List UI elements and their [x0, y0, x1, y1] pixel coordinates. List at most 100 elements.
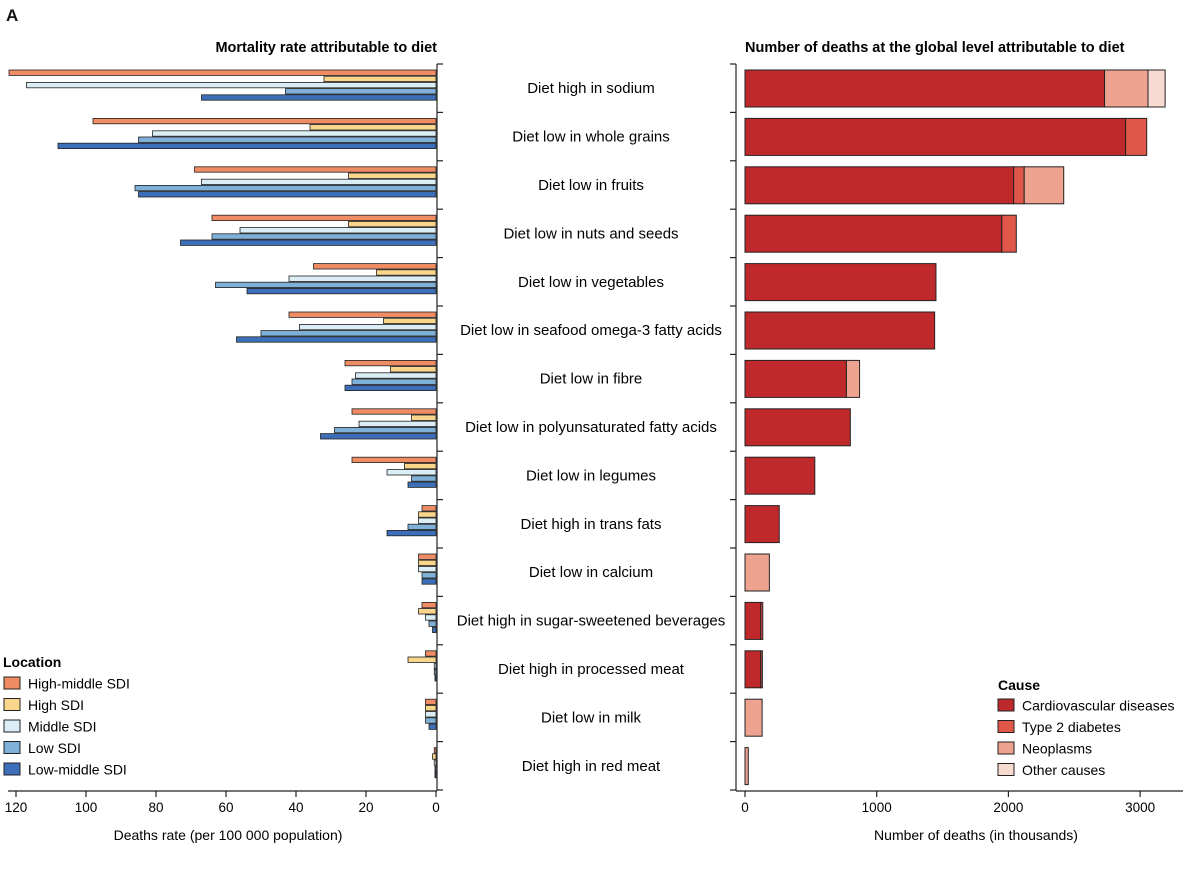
right-bar-segment: [1001, 214, 1017, 253]
left-bar: [211, 233, 437, 240]
left-bar: [309, 124, 437, 131]
legend-swatch: [3, 762, 21, 776]
category-label: Diet high in processed meat: [498, 661, 685, 678]
left-bar: [8, 69, 437, 76]
left-bar: [432, 753, 437, 760]
right-bar-segment: [744, 408, 851, 447]
right-bar-segment: [1147, 69, 1166, 108]
panel-letter: A: [6, 6, 19, 25]
left-bar: [376, 269, 437, 276]
left-bar: [288, 311, 437, 318]
left-bar: [418, 517, 437, 524]
right-axes: 0 1000 2000 3000: [730, 63, 1183, 815]
right-bars: [744, 69, 1166, 786]
legend-swatch: [3, 719, 21, 733]
left-bar: [351, 408, 437, 415]
left-bar: [92, 118, 437, 125]
left-bar: [138, 136, 437, 143]
left-bar: [180, 239, 437, 246]
left-bar: [390, 366, 437, 373]
left-x-tick-label: 60: [218, 800, 233, 815]
category-label: Diet high in sugar-sweetened beverages: [457, 613, 726, 630]
left-bar: [57, 142, 437, 149]
category-label: Diet low in whole grains: [512, 129, 670, 146]
left-x-tick-label: 0: [432, 800, 440, 815]
left-bar: [404, 462, 437, 470]
left-bar: [434, 765, 437, 773]
left-bar: [432, 626, 437, 634]
category-label: Diet low in fruits: [538, 177, 644, 194]
left-bar: [425, 698, 437, 706]
left-bar: [26, 82, 437, 89]
legend-swatch: [997, 741, 1015, 755]
left-bar: [355, 372, 437, 379]
left-bar: [425, 711, 437, 718]
right-bar-segment: [1125, 117, 1148, 156]
left-bar: [201, 94, 437, 101]
left-bar: [418, 511, 437, 518]
left-bar: [425, 614, 437, 621]
category-label: Diet low in milk: [541, 709, 642, 726]
left-bar: [358, 420, 437, 428]
right-bar-segment: [744, 601, 762, 640]
category-label: Diet high in red meat: [522, 758, 661, 775]
left-bar: [215, 281, 437, 289]
legend-label: Cardiovascular diseases: [1022, 698, 1175, 714]
legend-swatch: [3, 698, 21, 711]
legend-label: High SDI: [28, 697, 84, 713]
legend-swatch: [997, 763, 1015, 776]
left-bar: [138, 191, 437, 198]
right-x-tick-label: 3000: [1125, 800, 1155, 815]
legend-swatch: [3, 676, 21, 690]
left-bar: [421, 602, 437, 609]
left-bar: [421, 505, 437, 512]
right-bar-segment: [744, 166, 1015, 205]
category-label: Diet low in polyunsaturated fatty acids: [465, 419, 717, 436]
left-bar: [285, 88, 437, 95]
right-bar-segment: [1023, 166, 1065, 205]
right-bar-segment: [744, 698, 763, 737]
left-bar: [383, 317, 437, 325]
right-bar-segment: [1013, 166, 1025, 205]
right-bar-segment: [744, 69, 1106, 108]
left-bar: [134, 184, 437, 192]
right-bar-segment: [744, 747, 749, 786]
category-label: Diet low in vegetables: [518, 274, 664, 291]
left-bar: [434, 675, 437, 682]
left-chart-title: Mortality rate attributable to diet: [215, 40, 437, 56]
category-label: Diet low in seafood omega-3 fatty acids: [460, 322, 722, 339]
right-x-tick-label: 2000: [993, 800, 1023, 815]
legend-swatch: [3, 741, 21, 754]
cause-legend: Cause Cardiovascular diseases Type 2 diabe…: [997, 677, 1175, 778]
legend-swatch: [997, 698, 1015, 712]
right-bar-segment: [760, 601, 764, 640]
legend-label: Low-middle SDI: [28, 762, 127, 778]
right-bar-segment: [845, 359, 861, 398]
left-bar: [299, 323, 437, 331]
right-x-tick-label: 1000: [862, 800, 892, 815]
left-bar: [418, 559, 437, 567]
left-bar: [344, 384, 437, 392]
legend-label: Type 2 diabetes: [1022, 719, 1121, 735]
right-bar-segment: [744, 505, 780, 544]
left-x-axis-label: Deaths rate (per 100 000 population): [114, 827, 343, 843]
category-label: Diet high in sodium: [527, 80, 655, 97]
left-bar: [211, 214, 437, 221]
left-bar: [433, 759, 437, 766]
left-x-tick-label: 120: [5, 800, 28, 815]
left-bar: [323, 75, 437, 82]
right-bar-segment: [744, 214, 1003, 253]
legend-label: Low SDI: [28, 740, 81, 756]
left-bar: [428, 620, 437, 627]
location-legend: Location High-middle SDI High SDI Middle SD…: [3, 654, 130, 778]
left-x-tick-label: 40: [288, 800, 303, 815]
right-x-axis-label: Number of deaths (in thousands): [874, 827, 1078, 843]
right-bar-segment: [744, 117, 1127, 156]
left-bar: [246, 287, 437, 295]
right-bar-segment: [744, 456, 816, 495]
left-bar: [425, 717, 437, 724]
legend-label: Neoplasms: [1022, 741, 1092, 757]
left-bar: [334, 426, 437, 434]
category-label: Diet low in calcium: [529, 564, 653, 581]
right-x-tick-label: 0: [741, 800, 749, 815]
